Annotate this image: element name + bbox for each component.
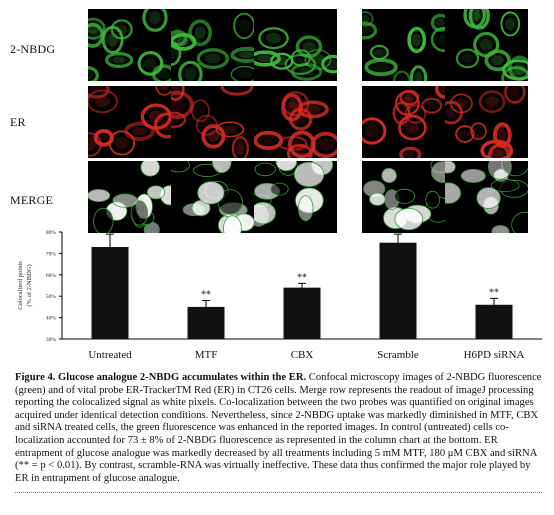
y-tick-label: 70% <box>46 251 57 257</box>
row-label-merge: MERGE <box>10 193 53 207</box>
micrograph-merge-5 <box>445 161 528 233</box>
micrograph-2nbdg-2 <box>171 9 254 81</box>
micrograph-er-4 <box>362 86 445 158</box>
caption-body: Confocal microscopy images of 2-NBDG flu… <box>15 372 542 484</box>
significance-mark: ** <box>297 272 307 283</box>
micrograph-merge-4 <box>362 161 445 233</box>
y-tick-label: 40% <box>46 316 57 322</box>
micrograph-er-1 <box>88 86 171 158</box>
micrograph-merge-2 <box>171 161 254 233</box>
significance-mark: ** <box>201 289 211 300</box>
y-tick-label: 30% <box>46 337 57 343</box>
row-label-2nbdg: 2-NBDG <box>10 42 56 56</box>
bar-4 <box>379 242 417 339</box>
micrograph-merge-1 <box>88 161 171 233</box>
category-label: MTF <box>195 349 218 361</box>
row-label-er: ER <box>10 115 26 129</box>
micrograph-er-2 <box>171 86 254 158</box>
micrograph-merge-3 <box>254 161 337 233</box>
category-label: Scramble <box>377 349 419 361</box>
category-label: CBX <box>291 349 314 361</box>
bar-5 <box>475 304 513 339</box>
bar-3 <box>283 287 321 339</box>
dotted-divider <box>15 492 542 493</box>
micrograph-er-3 <box>254 86 337 158</box>
figure-caption: Figure 4. Glucose analogue 2-NBDG accumu… <box>15 372 542 485</box>
y-tick-label: 50% <box>46 294 57 300</box>
category-label: H6PD siRNA <box>464 349 525 361</box>
micrograph-2nbdg-3 <box>254 9 337 81</box>
micrograph-2nbdg-5 <box>445 9 528 81</box>
micrograph-2nbdg-4 <box>362 9 445 81</box>
y-tick-label: 60% <box>46 273 57 279</box>
micrograph-er-5 <box>445 86 528 158</box>
bar-1 <box>91 246 129 339</box>
y-tick-label: 80% <box>46 230 57 236</box>
micrograph-2nbdg-1 <box>88 9 171 81</box>
caption-heading: Figure 4. Glucose analogue 2-NBDG accumu… <box>15 372 307 383</box>
colocalization-bar-chart: 30% 40% 50% 60% 70% 80% Colocalized points (% o… <box>17 230 542 361</box>
bar-2 <box>187 306 225 339</box>
y-axis-label: Colocalized points <box>17 261 24 310</box>
significance-mark: ** <box>489 287 499 298</box>
y-axis-label-unit: (% of 2-NBDG) <box>26 264 33 306</box>
category-label: Untreated <box>88 349 132 361</box>
